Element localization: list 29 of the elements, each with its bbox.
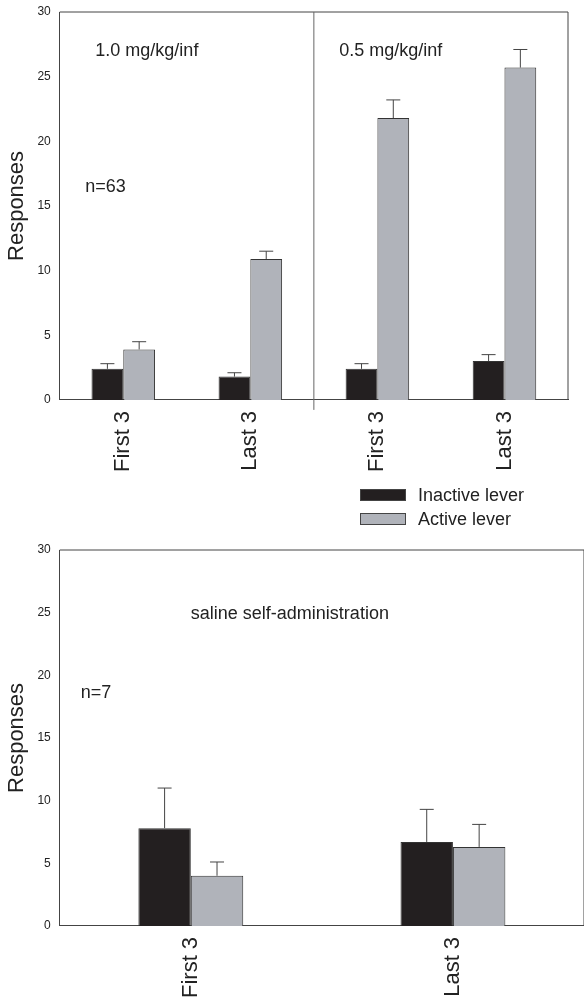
y-tick-label: 10 [37, 262, 52, 277]
x-tick-label: First 3 [176, 936, 202, 999]
annotation: 0.5 mg/kg/inf [339, 39, 444, 60]
y-tick-label: 20 [37, 667, 52, 682]
annotation: 1.0 mg/kg/inf [95, 39, 200, 60]
legend-label: Inactive lever [417, 484, 524, 506]
annotation: saline self-administration [190, 602, 389, 623]
y-tick-label: 25 [37, 604, 52, 619]
x-tick-label: Last 3 [490, 410, 516, 471]
y-tick-label: 0 [44, 392, 52, 407]
y-tick-label: 20 [37, 133, 52, 148]
x-tick-label: Last 3 [236, 410, 262, 471]
y-tick-label: 25 [37, 68, 52, 83]
annotation: n=63 [85, 175, 126, 196]
y-tick-label: 30 [37, 542, 52, 557]
y-tick-label: 15 [37, 198, 52, 213]
y-tick-label: 5 [44, 855, 52, 870]
x-tick-label: First 3 [109, 410, 135, 473]
y-tick-label: 30 [37, 4, 52, 19]
y-tick-label: 15 [37, 730, 52, 745]
y-axis-title: Responses [3, 150, 29, 261]
y-axis-title: Responses [3, 682, 29, 793]
y-tick-label: 10 [37, 792, 52, 807]
y-tick-label: 5 [44, 327, 52, 342]
annotation: n=7 [80, 681, 112, 702]
y-tick-label: 0 [44, 918, 52, 933]
legend-label: Active lever [417, 508, 511, 530]
x-tick-label: Last 3 [439, 936, 464, 997]
x-tick-label: First 3 [363, 410, 389, 473]
